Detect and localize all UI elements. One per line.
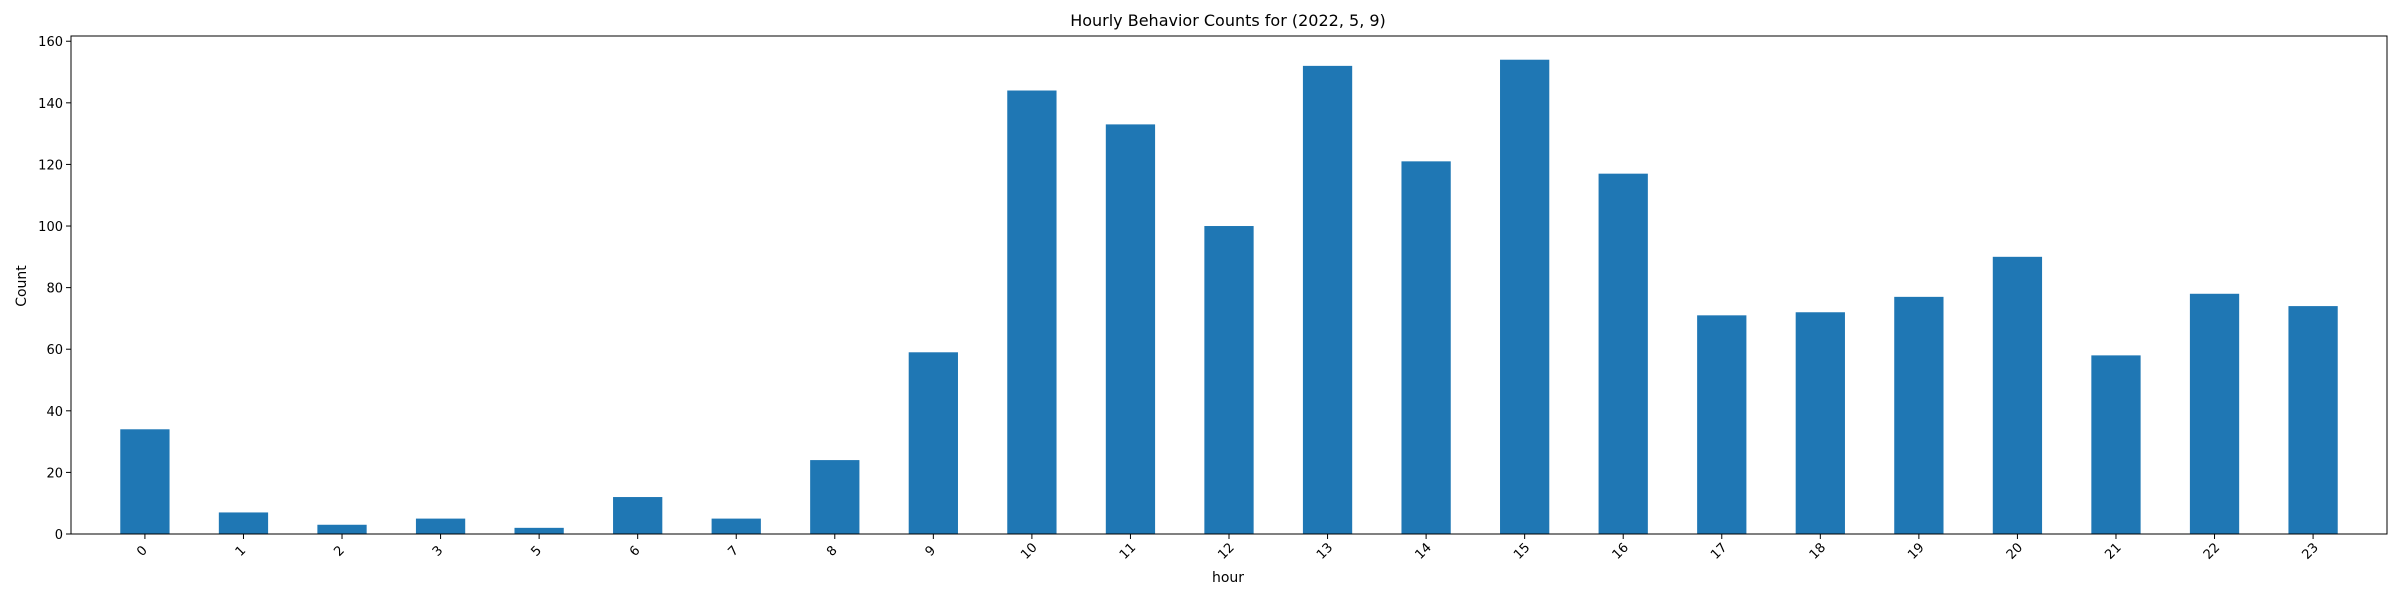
bar-hour-23 [2288, 306, 2338, 534]
x-tick-label: 21 [2102, 540, 2124, 562]
x-tick-label: 3 [430, 543, 446, 559]
bar-hour-10 [1007, 90, 1057, 535]
x-tick-label: 17 [1708, 540, 1730, 562]
bar-hour-9 [908, 352, 958, 534]
x-axis-label: hour [1212, 570, 1244, 586]
y-tick-label: 140 [38, 97, 63, 112]
chart-title: Hourly Behavior Counts for (2022, 5, 9) [1070, 11, 1386, 30]
bar-hour-5 [514, 527, 564, 534]
x-tick-label: 19 [1905, 540, 1927, 562]
bar-hour-14 [1401, 161, 1451, 535]
bar-hour-22 [2189, 293, 2240, 534]
bar-hour-0 [120, 429, 170, 534]
y-tick-label: 160 [38, 35, 63, 50]
bar-hour-20 [1992, 256, 2043, 534]
x-tick-label: 5 [528, 543, 544, 559]
x-tick-label: 14 [1412, 540, 1434, 562]
bar-hour-7 [711, 518, 761, 534]
x-tick-label: 1 [233, 543, 249, 559]
x-tick-label: 11 [1117, 540, 1139, 562]
bar-hour-6 [613, 497, 663, 534]
bars-group [120, 59, 2338, 535]
y-tick-label: 120 [38, 158, 63, 173]
bar-hour-1 [218, 512, 269, 534]
bar-hour-19 [1894, 296, 1944, 534]
y-axis: 0 20 40 60 80 100 120 140 160 [38, 35, 71, 543]
x-tick-label: 0 [134, 543, 150, 559]
bar-hour-11 [1105, 124, 1156, 534]
x-tick-label: 10 [1018, 540, 1040, 562]
bar-hour-8 [810, 460, 860, 534]
x-axis: 0 1 2 3 5 6 7 8 9 10 11 12 13 14 15 16 17 18 19 20 21 22 23 [134, 534, 2322, 563]
x-tick-label: 15 [1511, 540, 1533, 562]
x-tick-label: 13 [1314, 540, 1336, 562]
x-tick-label: 22 [2201, 540, 2223, 562]
x-tick-label: 8 [824, 543, 840, 559]
bar-hour-21 [2091, 355, 2141, 534]
x-tick-label: 9 [923, 543, 939, 559]
x-tick-label: 20 [2004, 540, 2026, 562]
bar-hour-13 [1302, 65, 1353, 534]
bar-hour-16 [1598, 173, 1648, 534]
x-tick-label: 2 [331, 543, 347, 559]
y-tick-label: 80 [46, 282, 63, 297]
x-tick-label: 18 [1807, 540, 1829, 562]
y-tick-label: 60 [46, 343, 63, 358]
y-tick-label: 0 [55, 528, 63, 543]
plot-frame [70, 35, 2388, 535]
bar-hour-18 [1795, 312, 1845, 534]
x-tick-label: 16 [1610, 540, 1632, 562]
y-tick-label: 100 [38, 220, 63, 235]
x-tick-label: 23 [2299, 540, 2321, 562]
bar-hour-15 [1500, 59, 1550, 534]
y-tick-label: 40 [46, 405, 63, 420]
y-tick-label: 20 [46, 466, 63, 481]
x-tick-label: 7 [726, 543, 742, 559]
x-tick-label: 6 [627, 543, 643, 559]
bar-hour-3 [415, 518, 466, 534]
bar-hour-17 [1697, 315, 1747, 534]
x-tick-label: 12 [1215, 540, 1237, 562]
bar-hour-12 [1204, 226, 1254, 534]
bar-hour-2 [317, 524, 367, 534]
y-axis-label: Count [14, 265, 30, 307]
